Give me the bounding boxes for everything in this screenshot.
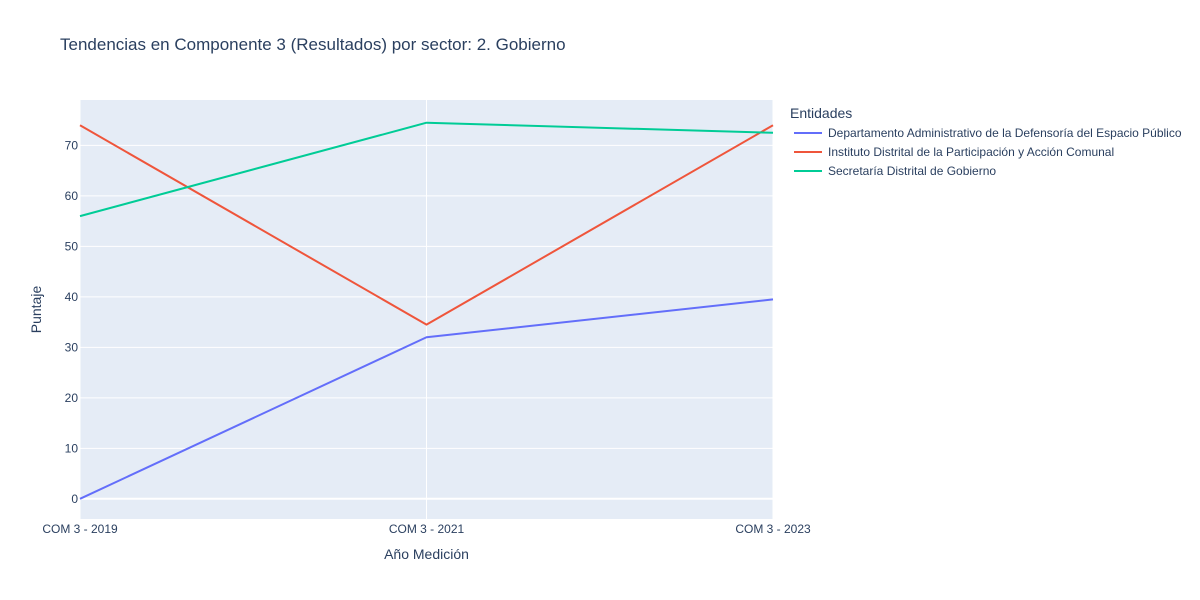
y-tick-label: 30 [65, 340, 79, 354]
chart-title: Tendencias en Componente 3 (Resultados) … [60, 35, 566, 54]
x-axis: COM 3 - 2019 COM 3 - 2021 COM 3 - 2023 [42, 522, 811, 536]
x-tick-label: COM 3 - 2019 [42, 522, 118, 536]
legend-item[interactable]: Secretaría Distrital de Gobierno [794, 164, 996, 178]
y-tick-label: 60 [65, 189, 79, 203]
y-tick-label: 70 [65, 138, 79, 152]
y-tick-label: 10 [65, 441, 79, 455]
series-line-1 [79, 298, 774, 500]
x-tick-label: COM 3 - 2021 [389, 522, 465, 536]
legend-label: Secretaría Distrital de Gobierno [828, 164, 996, 178]
y-axis: 0 10 20 30 40 50 60 70 [65, 138, 79, 505]
y-tick-label: 20 [65, 391, 79, 405]
x-tick-label: COM 3 - 2023 [735, 522, 811, 536]
grid [79, 100, 774, 519]
y-tick-label: 40 [65, 290, 79, 304]
legend-label: Departamento Administrativo de la Defens… [828, 126, 1182, 140]
series-line-2 [79, 124, 774, 326]
legend-title: Entidades [790, 105, 852, 121]
legend-item[interactable]: Departamento Administrativo de la Defens… [794, 126, 1182, 140]
series-line-3 [79, 121, 774, 218]
legend-item[interactable]: Instituto Distrital de la Participación … [794, 145, 1114, 159]
y-tick-label: 0 [71, 492, 78, 506]
x-axis-title: Año Medición [384, 546, 469, 562]
legend-label: Instituto Distrital de la Participación … [828, 145, 1114, 159]
y-axis-title: Puntaje [28, 286, 44, 334]
y-tick-label: 50 [65, 239, 79, 253]
series-lines [79, 121, 774, 500]
legend: Entidades Departamento Administrativo de… [790, 105, 1182, 178]
